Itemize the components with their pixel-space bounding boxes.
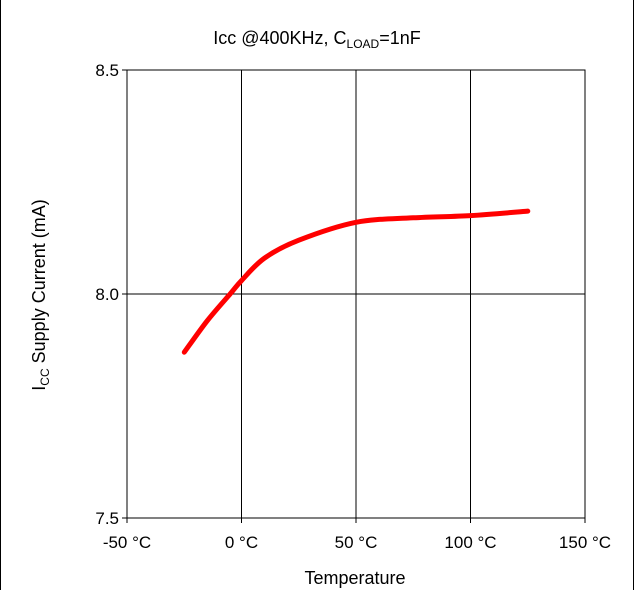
x-tick-label: -50 °C bbox=[103, 533, 151, 552]
x-tick-label: 150 °C bbox=[559, 533, 611, 552]
x-tick-label: 0 °C bbox=[225, 533, 258, 552]
series-line-0 bbox=[181, 208, 531, 355]
y-tick-label: 7.5 bbox=[95, 509, 119, 528]
y-tick-label: 8.0 bbox=[95, 285, 119, 304]
ticks: -50 °C 0 °C 50 °C 100 °C 150 °C 7.5 8.0 8.5 bbox=[95, 61, 611, 552]
x-tick-label: 50 °C bbox=[335, 533, 378, 552]
x-axis-title: Temperature bbox=[304, 568, 405, 588]
series-layer bbox=[181, 208, 531, 355]
grid bbox=[126, 69, 586, 519]
chart-title: Icc @400KHz, CLOAD=1nF bbox=[213, 28, 421, 51]
y-tick-label: 8.5 bbox=[95, 61, 119, 80]
y-axis-title: ICC Supply Current (mA) bbox=[29, 199, 52, 390]
x-tick-label: 100 °C bbox=[444, 533, 496, 552]
